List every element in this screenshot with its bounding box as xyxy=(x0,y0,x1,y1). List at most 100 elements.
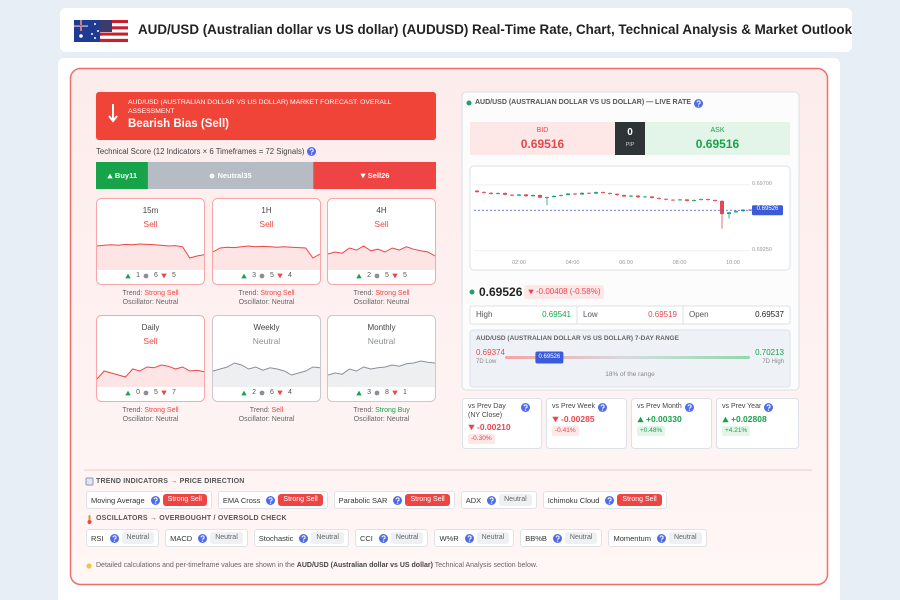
stripe xyxy=(100,29,128,33)
sell-count: 5 xyxy=(402,272,407,279)
check-icon xyxy=(85,477,94,486)
oscillator-label: Oscillator: xyxy=(122,416,154,423)
stripe xyxy=(100,32,128,36)
hlo-label: High xyxy=(476,310,493,319)
info-dot xyxy=(468,540,470,542)
triangle-icon xyxy=(356,273,362,279)
dot-icon xyxy=(143,273,149,279)
indicator-signal: Neutral xyxy=(210,532,243,545)
triangle xyxy=(637,416,644,422)
dot-icon xyxy=(259,273,265,279)
hlo-label: Low xyxy=(583,310,598,319)
dot xyxy=(143,273,149,279)
current-price-tag xyxy=(752,205,783,216)
candle-body xyxy=(566,193,570,196)
spread-unit: PIP xyxy=(625,142,635,148)
timeframe-signal: Neutral xyxy=(367,336,396,346)
candle-body xyxy=(510,194,514,196)
price-change-text: -0.00408 (-0.58%) xyxy=(536,287,601,296)
sparkline-area xyxy=(328,246,435,270)
score-segment xyxy=(313,162,436,189)
info-mark xyxy=(489,497,494,502)
info-dot xyxy=(154,502,156,504)
info-mark xyxy=(396,497,401,502)
timeframe-name: Daily xyxy=(141,323,160,332)
timeframe-card xyxy=(96,315,205,402)
canton xyxy=(100,20,112,32)
info-dot xyxy=(688,409,690,411)
candle-body xyxy=(524,194,528,197)
triangle xyxy=(392,390,398,396)
triangle-icon xyxy=(637,416,644,422)
info-dot xyxy=(601,409,604,411)
dot xyxy=(259,273,265,279)
indicator-name: W%R xyxy=(439,533,459,543)
trend-label: Trend: xyxy=(122,290,143,297)
candle-body xyxy=(482,192,486,193)
info-mark xyxy=(687,404,692,409)
hlo-value: 0.69541 xyxy=(542,310,571,319)
indicator-signal: Neutral xyxy=(476,532,510,545)
segment-value: 26 xyxy=(381,171,390,180)
oscillator-value: Neutral xyxy=(386,416,410,423)
buy-count: 1 xyxy=(136,272,141,279)
sell-count: 4 xyxy=(287,389,292,396)
oscillator-value: Neutral xyxy=(155,299,179,306)
candle-body xyxy=(720,200,724,215)
sparkline xyxy=(212,245,321,259)
trend-line: Trend: Strong Sell xyxy=(96,290,205,298)
candle-body xyxy=(678,199,682,201)
change-card-body: vs Prev Month +0.00330 +0.48% xyxy=(637,403,707,436)
indicator-name: MACD xyxy=(170,533,193,543)
info-mark xyxy=(555,535,560,540)
candle-body xyxy=(664,198,668,200)
stripe xyxy=(100,26,128,30)
triangle-icon xyxy=(722,416,729,422)
segment-name: Buy xyxy=(114,171,130,180)
indicator-signal: Neutral xyxy=(564,532,598,545)
indicator-pill: W%R Neutral xyxy=(434,529,515,548)
indicator-signal: Strong Sell xyxy=(162,494,207,507)
price-change: -0.00408 (-0.58%) xyxy=(524,285,605,299)
triangle-icon xyxy=(528,289,534,295)
dot xyxy=(374,390,380,396)
oscillator-value: Neutral xyxy=(386,299,410,306)
neutral-count: 5 xyxy=(270,272,274,279)
triangle-icon xyxy=(356,390,362,396)
candle-body xyxy=(517,194,521,196)
change-label-row: vs Prev Week xyxy=(552,403,608,412)
timeframe-counts: 2 5 5 xyxy=(327,272,436,280)
dot xyxy=(143,390,149,396)
flag-au xyxy=(74,20,102,42)
indicator-signal: Neutral xyxy=(499,494,532,507)
candle-body xyxy=(503,192,507,195)
change-value: -0.00210 xyxy=(477,422,511,432)
bid-label: BID xyxy=(536,127,549,134)
dot xyxy=(374,273,380,279)
triangle-icon xyxy=(107,173,113,178)
info-icon xyxy=(694,99,704,108)
section-title: OSCILLATORS → OVERBOUGHT / OVERSOLD CHEC… xyxy=(96,515,287,522)
triangle xyxy=(356,273,362,279)
info-dot xyxy=(490,502,493,504)
indicator-signal: Neutral xyxy=(390,532,424,545)
y-tick-label: 0.69250 xyxy=(752,246,772,253)
change-value-row: +0.00330 xyxy=(637,414,682,424)
note-before: Detailed calculations and per-timeframe … xyxy=(96,562,295,569)
info-icon xyxy=(656,533,666,543)
info-mark xyxy=(112,535,117,540)
change-label-row: vs Prev Day (NY Close) xyxy=(468,403,530,420)
candle-body xyxy=(734,211,738,213)
info-icon xyxy=(464,533,474,543)
range-low: 0.69374 xyxy=(476,348,505,357)
change-label: vs Prev Year xyxy=(722,403,762,410)
change-label: vs Prev Day (NY Close) xyxy=(468,403,506,419)
indicator-signal: Neutral xyxy=(311,532,344,545)
timeframe-counts: 0 5 7 xyxy=(96,389,205,397)
timeframe-counts: 2 6 4 xyxy=(212,389,321,397)
down-arrow-icon xyxy=(108,104,118,123)
note-after: Technical Analysis section below. xyxy=(434,562,538,569)
info-icon xyxy=(598,403,608,412)
change-value: +0.02808 xyxy=(731,414,767,424)
info-dot xyxy=(270,502,272,504)
